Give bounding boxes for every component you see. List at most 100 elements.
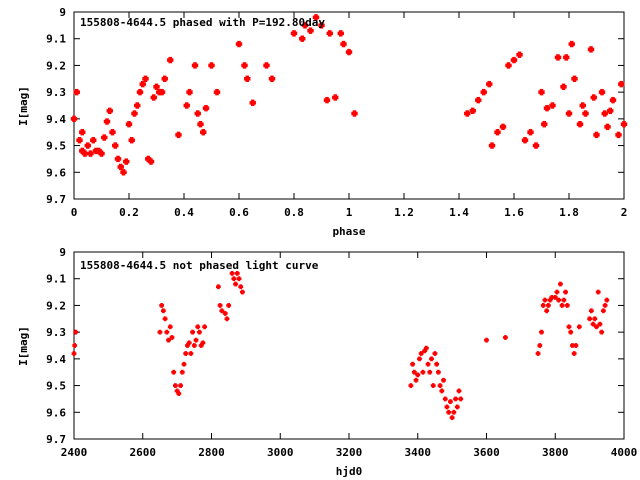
data-point: [568, 329, 574, 335]
data-point: [193, 337, 199, 343]
data-point: [337, 30, 344, 37]
data-point: [415, 372, 421, 378]
data-point: [235, 40, 243, 48]
data-point: [153, 83, 160, 90]
data-point: [179, 369, 185, 375]
data-point: [448, 399, 453, 404]
data-point: [600, 308, 606, 314]
x-tick-label: 2400: [61, 446, 88, 459]
data-point: [72, 343, 78, 348]
data-point: [410, 361, 415, 367]
unphased-chart-title: 155808-4644.5 not phased light curve: [80, 259, 319, 272]
data-point: [590, 321, 596, 327]
data-point: [441, 377, 446, 383]
data-point: [323, 96, 331, 104]
y-tick-label: 9.3: [46, 86, 66, 99]
data-point: [594, 324, 599, 330]
data-point: [112, 142, 119, 149]
data-point: [222, 311, 228, 316]
y-tick-label: 9.5: [46, 380, 66, 393]
data-point: [537, 343, 543, 348]
data-point: [290, 30, 298, 37]
y-tick-label: 9.2: [46, 59, 66, 72]
unphased-y-ticks: 9 9.1 9.2 9.3 9.4 9.5 9.6 9.7: [46, 246, 624, 446]
data-point: [173, 383, 178, 388]
data-point: [136, 88, 144, 96]
x-tick-label: 1: [346, 206, 353, 219]
data-point: [592, 316, 598, 322]
data-point: [427, 369, 433, 375]
data-point: [198, 343, 204, 348]
data-point: [535, 351, 541, 356]
data-point: [131, 110, 138, 117]
data-point: [547, 297, 553, 303]
data-point: [430, 383, 436, 388]
x-tick-label: 0: [71, 206, 78, 219]
data-point: [234, 270, 240, 276]
data-point: [423, 345, 429, 351]
data-point: [240, 289, 245, 295]
x-tick-label: 3400: [405, 446, 432, 459]
data-point: [597, 321, 603, 327]
unphased-light-curve-panel: 2400 2600 2800 3000 3200 3400 3600 3800 4000 9 9.…: [17, 246, 637, 478]
data-point: [503, 335, 508, 340]
data-point: [158, 88, 166, 96]
data-point: [602, 303, 608, 308]
data-point: [345, 48, 353, 56]
data-point: [544, 308, 550, 314]
data-point: [422, 348, 428, 354]
y-tick-label: 9.4: [46, 353, 66, 366]
data-point: [90, 137, 97, 144]
data-point: [499, 123, 507, 131]
data-point: [191, 62, 199, 69]
data-point: [175, 131, 182, 139]
data-point: [167, 56, 174, 64]
data-point: [453, 396, 458, 402]
y-tick-label: 9.3: [46, 326, 66, 339]
data-point: [215, 284, 221, 290]
data-point: [197, 121, 204, 128]
data-point: [475, 96, 482, 104]
y-tick-label: 9.5: [46, 140, 66, 153]
data-point: [582, 110, 589, 117]
data-point: [169, 335, 175, 340]
data-point: [552, 295, 558, 300]
data-point: [200, 129, 207, 136]
data-point: [190, 329, 195, 335]
data-point: [420, 369, 426, 375]
y-tick-label: 9: [59, 246, 66, 259]
data-point: [545, 303, 551, 308]
y-tick-label: 9.1: [46, 33, 66, 46]
data-point: [469, 107, 476, 115]
data-point: [120, 169, 127, 176]
data-point: [565, 110, 573, 117]
data-point: [117, 163, 124, 171]
x-tick-label: 0.6: [229, 206, 249, 219]
data-point: [87, 150, 94, 157]
data-point: [160, 308, 166, 314]
data-point: [539, 329, 544, 335]
unphased-data-points: [71, 270, 610, 421]
data-point: [200, 340, 206, 346]
data-point: [543, 104, 551, 112]
data-point: [178, 383, 183, 388]
data-point: [576, 324, 582, 330]
data-point: [195, 324, 201, 330]
data-point: [432, 351, 438, 356]
data-point: [233, 281, 238, 287]
data-point: [191, 343, 197, 348]
x-tick-label: 3800: [542, 446, 569, 459]
x-tick-label: 1.8: [559, 206, 579, 219]
data-point: [576, 121, 584, 128]
data-point: [103, 118, 111, 125]
x-tick-label: 3600: [473, 446, 500, 459]
data-point: [454, 404, 460, 410]
data-point: [566, 324, 572, 330]
data-point: [418, 351, 424, 356]
data-point: [568, 40, 575, 48]
data-point: [521, 137, 529, 144]
data-point: [71, 351, 77, 356]
data-point: [125, 121, 133, 128]
data-point: [157, 329, 163, 335]
data-point: [486, 80, 493, 88]
